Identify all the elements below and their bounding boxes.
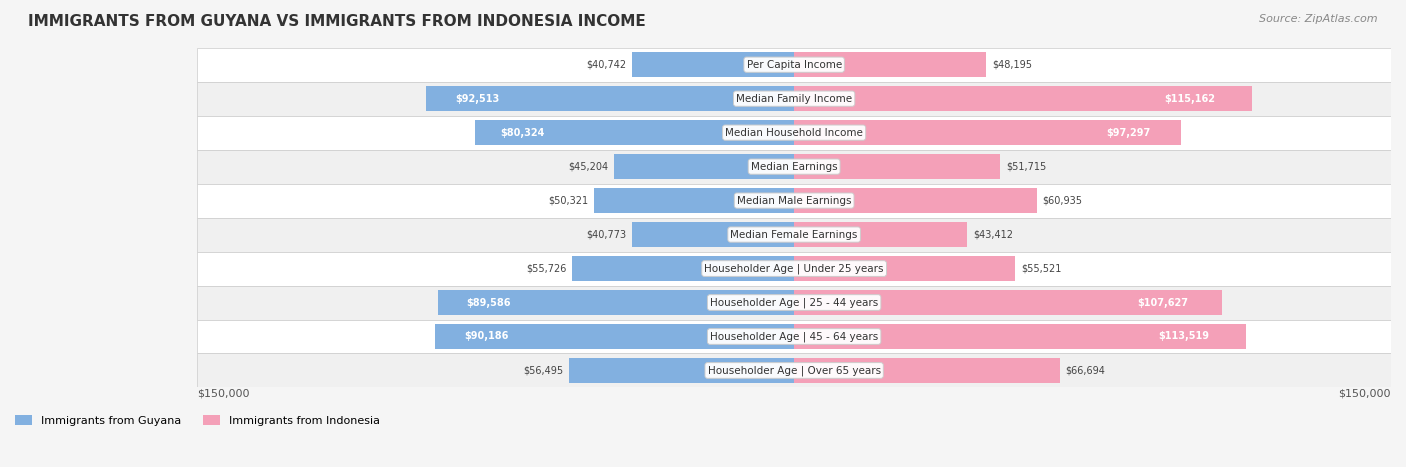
Text: Median Male Earnings: Median Male Earnings xyxy=(737,196,852,205)
FancyBboxPatch shape xyxy=(633,52,794,77)
FancyBboxPatch shape xyxy=(197,116,1391,149)
Text: Householder Age | Over 65 years: Householder Age | Over 65 years xyxy=(707,365,880,376)
Text: Median Family Income: Median Family Income xyxy=(737,94,852,104)
FancyBboxPatch shape xyxy=(794,52,986,77)
Text: $80,324: $80,324 xyxy=(501,127,544,138)
FancyBboxPatch shape xyxy=(475,120,794,145)
FancyBboxPatch shape xyxy=(197,218,1391,252)
Text: $51,715: $51,715 xyxy=(1005,162,1046,171)
Text: $48,195: $48,195 xyxy=(991,60,1032,70)
FancyBboxPatch shape xyxy=(794,188,1036,213)
FancyBboxPatch shape xyxy=(794,358,1060,382)
FancyBboxPatch shape xyxy=(794,324,1246,349)
FancyBboxPatch shape xyxy=(794,86,1253,111)
FancyBboxPatch shape xyxy=(197,149,1391,184)
Text: $40,773: $40,773 xyxy=(586,230,626,240)
Text: $56,495: $56,495 xyxy=(523,366,564,375)
FancyBboxPatch shape xyxy=(794,222,967,247)
Text: $43,412: $43,412 xyxy=(973,230,1012,240)
Text: Householder Age | 45 - 64 years: Householder Age | 45 - 64 years xyxy=(710,331,879,342)
Text: $150,000: $150,000 xyxy=(1339,388,1391,398)
FancyBboxPatch shape xyxy=(197,82,1391,116)
FancyBboxPatch shape xyxy=(569,358,794,382)
Text: $90,186: $90,186 xyxy=(464,332,509,341)
FancyBboxPatch shape xyxy=(794,155,1000,179)
FancyBboxPatch shape xyxy=(572,256,794,281)
Text: $97,297: $97,297 xyxy=(1107,127,1150,138)
FancyBboxPatch shape xyxy=(197,319,1391,354)
Text: $40,742: $40,742 xyxy=(586,60,626,70)
Text: $60,935: $60,935 xyxy=(1043,196,1083,205)
Text: Median Household Income: Median Household Income xyxy=(725,127,863,138)
FancyBboxPatch shape xyxy=(426,86,794,111)
Text: $45,204: $45,204 xyxy=(568,162,609,171)
FancyBboxPatch shape xyxy=(631,222,794,247)
FancyBboxPatch shape xyxy=(794,120,1181,145)
Text: $107,627: $107,627 xyxy=(1137,297,1188,307)
Text: $50,321: $50,321 xyxy=(548,196,588,205)
Text: $89,586: $89,586 xyxy=(467,297,510,307)
Text: Householder Age | Under 25 years: Householder Age | Under 25 years xyxy=(704,263,884,274)
Text: $55,726: $55,726 xyxy=(526,263,567,274)
Text: $55,521: $55,521 xyxy=(1021,263,1062,274)
Text: $115,162: $115,162 xyxy=(1164,94,1216,104)
Text: Median Earnings: Median Earnings xyxy=(751,162,838,171)
Text: Householder Age | 25 - 44 years: Householder Age | 25 - 44 years xyxy=(710,297,879,308)
Text: Per Capita Income: Per Capita Income xyxy=(747,60,842,70)
Text: $92,513: $92,513 xyxy=(456,94,499,104)
FancyBboxPatch shape xyxy=(197,354,1391,388)
Text: Median Female Earnings: Median Female Earnings xyxy=(731,230,858,240)
Text: Source: ZipAtlas.com: Source: ZipAtlas.com xyxy=(1260,14,1378,24)
FancyBboxPatch shape xyxy=(437,290,794,315)
Legend: Immigrants from Guyana, Immigrants from Indonesia: Immigrants from Guyana, Immigrants from … xyxy=(15,415,380,426)
FancyBboxPatch shape xyxy=(197,252,1391,285)
FancyBboxPatch shape xyxy=(197,184,1391,218)
FancyBboxPatch shape xyxy=(794,256,1015,281)
Text: $66,694: $66,694 xyxy=(1066,366,1105,375)
Text: IMMIGRANTS FROM GUYANA VS IMMIGRANTS FROM INDONESIA INCOME: IMMIGRANTS FROM GUYANA VS IMMIGRANTS FRO… xyxy=(28,14,645,29)
FancyBboxPatch shape xyxy=(614,155,794,179)
Text: $113,519: $113,519 xyxy=(1159,332,1209,341)
FancyBboxPatch shape xyxy=(197,285,1391,319)
FancyBboxPatch shape xyxy=(593,188,794,213)
FancyBboxPatch shape xyxy=(436,324,794,349)
FancyBboxPatch shape xyxy=(197,48,1391,82)
Text: $150,000: $150,000 xyxy=(197,388,250,398)
FancyBboxPatch shape xyxy=(794,290,1222,315)
